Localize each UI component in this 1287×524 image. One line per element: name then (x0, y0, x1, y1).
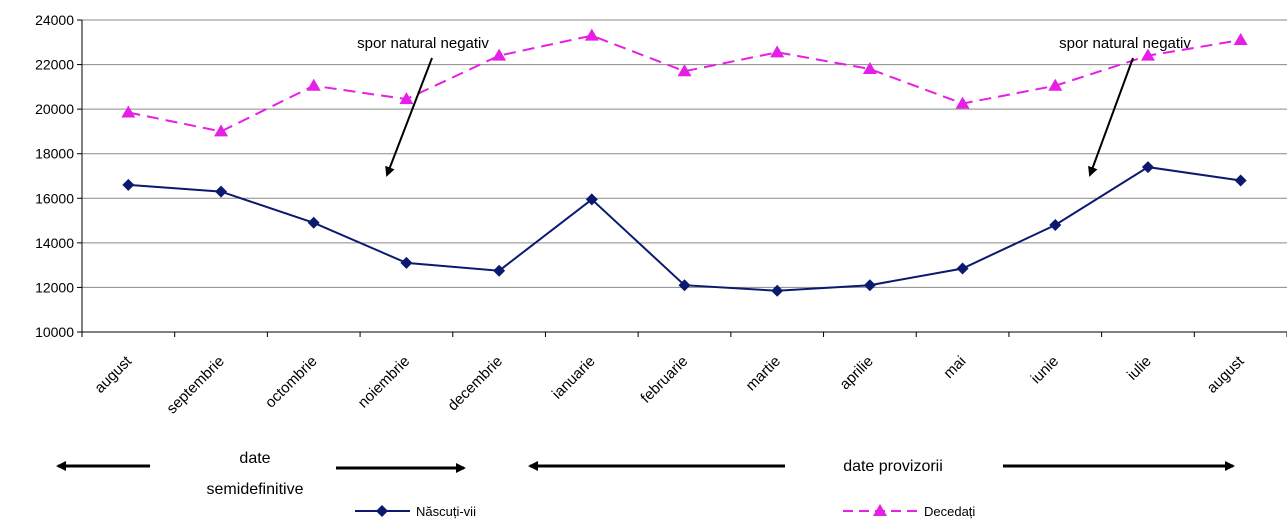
y-tick-label: 22000 (35, 57, 74, 73)
series-line-0 (128, 166, 1241, 292)
data-point-0-8 (863, 279, 876, 292)
x-tick-label: august (91, 352, 135, 396)
data-point-0-6 (678, 279, 691, 292)
x-tick-label: iulie (1124, 353, 1155, 384)
data-point-0-5 (585, 193, 598, 206)
y-tick-label: 14000 (35, 235, 74, 251)
data-point-0-7 (771, 284, 784, 297)
data-point-1-11 (1140, 48, 1155, 61)
data-point-1-10 (1048, 78, 1063, 91)
x-tick-label: iunie (1028, 353, 1062, 387)
data-point-1-2 (306, 78, 321, 91)
data-point-1-9 (955, 96, 970, 109)
data-point-0-10 (1049, 219, 1062, 232)
x-tick-label: februarie (637, 353, 691, 407)
y-tick-label: 16000 (35, 190, 74, 206)
annotation-label-2: spor natural negativ (1059, 35, 1191, 52)
data-point-0-12 (1234, 174, 1247, 187)
data-point-0-11 (1141, 161, 1154, 174)
data-point-0-4 (493, 264, 506, 277)
legend-swatch-nascuti-marker (376, 505, 388, 517)
x-tick-label: septembrie (163, 353, 227, 417)
annotation-arrow-1 (385, 57, 433, 177)
legend-swatch-decedati-marker (873, 504, 887, 516)
data-point-1-5 (584, 28, 599, 41)
data-point-1-7 (770, 45, 785, 58)
data-point-0-9 (956, 262, 969, 275)
x-tick-label: aprilie (836, 353, 876, 393)
legend-label-nascuti: Născuți-vii (416, 504, 476, 519)
data-point-0-1 (215, 185, 228, 198)
x-tick-label: octombrie (262, 353, 321, 412)
data-point-1-8 (862, 62, 877, 75)
y-tick-label: 18000 (35, 146, 74, 162)
period-label-semidefinitive: semidefinitive (207, 481, 304, 498)
y-tick-label: 10000 (35, 324, 74, 340)
data-point-1-4 (492, 48, 507, 61)
x-tick-label: martie (743, 353, 784, 394)
x-tick-label: mai (940, 353, 969, 382)
data-point-0-2 (307, 216, 320, 229)
data-point-1-0 (121, 105, 136, 118)
annotation-arrow-2 (1088, 57, 1134, 177)
x-tick-label: decembrie (444, 353, 506, 415)
y-tick-label: 24000 (35, 12, 74, 28)
x-tick-label: ianuarie (549, 353, 599, 403)
data-point-0-3 (400, 256, 413, 269)
legend-label-decedati: Decedați (924, 504, 975, 519)
x-tick-label: noiembrie (355, 353, 414, 412)
period-label-provizorii: date provizorii (843, 458, 943, 475)
data-point-1-6 (677, 64, 692, 77)
y-tick-label: 12000 (35, 279, 74, 295)
data-point-1-3 (399, 92, 414, 105)
data-point-0-0 (122, 178, 135, 191)
period-label-date: date (239, 450, 270, 467)
data-point-1-1 (214, 124, 229, 137)
x-tick-label: august (1204, 352, 1248, 396)
data-point-1-12 (1233, 33, 1248, 46)
annotation-label-1: spor natural negativ (357, 35, 489, 52)
y-tick-label: 20000 (35, 101, 74, 117)
